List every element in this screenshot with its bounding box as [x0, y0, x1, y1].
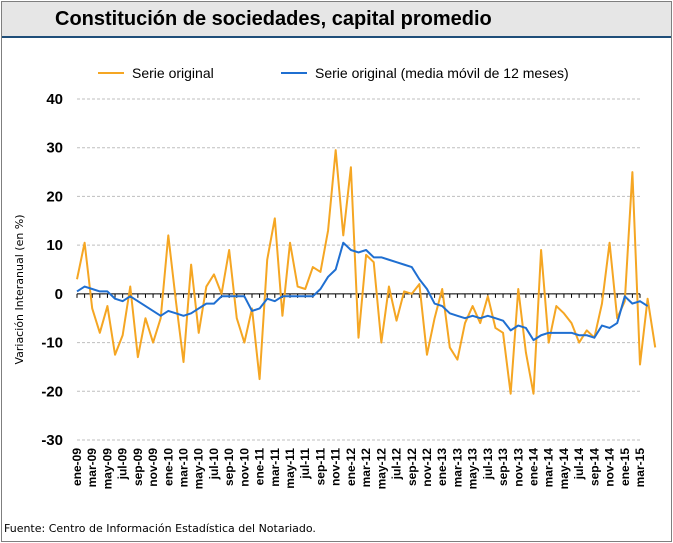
x-tick-label: mar-13 — [450, 448, 464, 488]
x-tick-label: mar-15 — [633, 448, 647, 488]
y-tick-label: 40 — [46, 91, 63, 108]
x-tick-label: sep-09 — [131, 448, 145, 486]
legend-entry-original: Serie original — [98, 64, 214, 82]
x-tick-label: may-14 — [557, 448, 571, 490]
legend-label-moving-average: Serie original (media móvil de 12 meses) — [315, 65, 569, 81]
y-tick-label: -30 — [41, 432, 63, 449]
x-tick-label: ene-14 — [526, 448, 540, 486]
x-tick-label: nov-09 — [146, 448, 160, 487]
source-note: Fuente: Centro de Información Estadístic… — [4, 522, 316, 535]
x-tick-label: may-12 — [374, 448, 388, 490]
chart-title: Constitución de sociedades, capital prom… — [55, 8, 492, 30]
x-tick-label: ene-12 — [344, 448, 358, 486]
y-axis-label: Variación Interanual (en %) — [13, 214, 26, 364]
x-tick-label: sep-10 — [222, 448, 236, 486]
x-tick-label: jul-13 — [481, 448, 495, 481]
x-tick-label: jul-09 — [116, 448, 130, 481]
title-bar: Constitución de sociedades, capital prom… — [2, 2, 671, 36]
x-tick-label: mar-14 — [542, 448, 556, 488]
y-tick-label: -20 — [41, 383, 63, 400]
x-tick-label: ene-15 — [618, 448, 632, 486]
y-tick-label: -10 — [41, 335, 63, 352]
y-tick-label: 20 — [46, 188, 63, 205]
x-tick-label: nov-12 — [420, 448, 434, 487]
x-tick-label: ene-11 — [253, 448, 267, 486]
legend-swatch-blue — [281, 72, 307, 74]
title-rule — [2, 36, 671, 38]
x-tick-label: may-10 — [192, 448, 206, 490]
x-tick-label: sep-13 — [496, 448, 510, 486]
y-tick-label: 0 — [55, 286, 63, 303]
x-tick-label: jul-11 — [298, 448, 312, 480]
x-tick-label: mar-12 — [359, 448, 373, 488]
x-tick-label: sep-12 — [405, 448, 419, 486]
series-line-moving-average — [76, 241, 649, 342]
legend-swatch-orange — [98, 72, 124, 74]
x-tick-label: jul-14 — [572, 448, 586, 481]
x-tick-label: mar-11 — [268, 448, 282, 487]
x-tick-label: sep-14 — [587, 448, 601, 486]
x-tick-label: ene-09 — [70, 448, 84, 486]
legend-entry-moving-average: Serie original (media móvil de 12 meses) — [281, 64, 569, 82]
x-tick-label: ene-10 — [161, 448, 175, 486]
x-tick-label: nov-11 — [329, 448, 343, 486]
series-line-original — [76, 149, 657, 395]
x-tick-label: jul-12 — [390, 448, 404, 481]
x-tick-label: ene-13 — [435, 448, 449, 486]
x-tick-label: jul-10 — [207, 448, 221, 481]
x-tick-label: mar-09 — [85, 448, 99, 488]
x-tick-label: nov-13 — [511, 448, 525, 487]
y-tick-label: 10 — [46, 237, 63, 254]
x-tick-label: may-11 — [283, 448, 297, 489]
x-tick-label: may-09 — [100, 448, 114, 490]
x-tick-label: sep-11 — [313, 448, 327, 486]
x-tick-label: mar-10 — [177, 448, 191, 488]
x-tick-label: nov-10 — [237, 448, 251, 487]
y-tick-label: 30 — [46, 140, 63, 157]
legend-label-original: Serie original — [132, 65, 214, 81]
x-tick-label: may-13 — [466, 448, 480, 490]
x-tick-label: nov-14 — [603, 448, 617, 487]
